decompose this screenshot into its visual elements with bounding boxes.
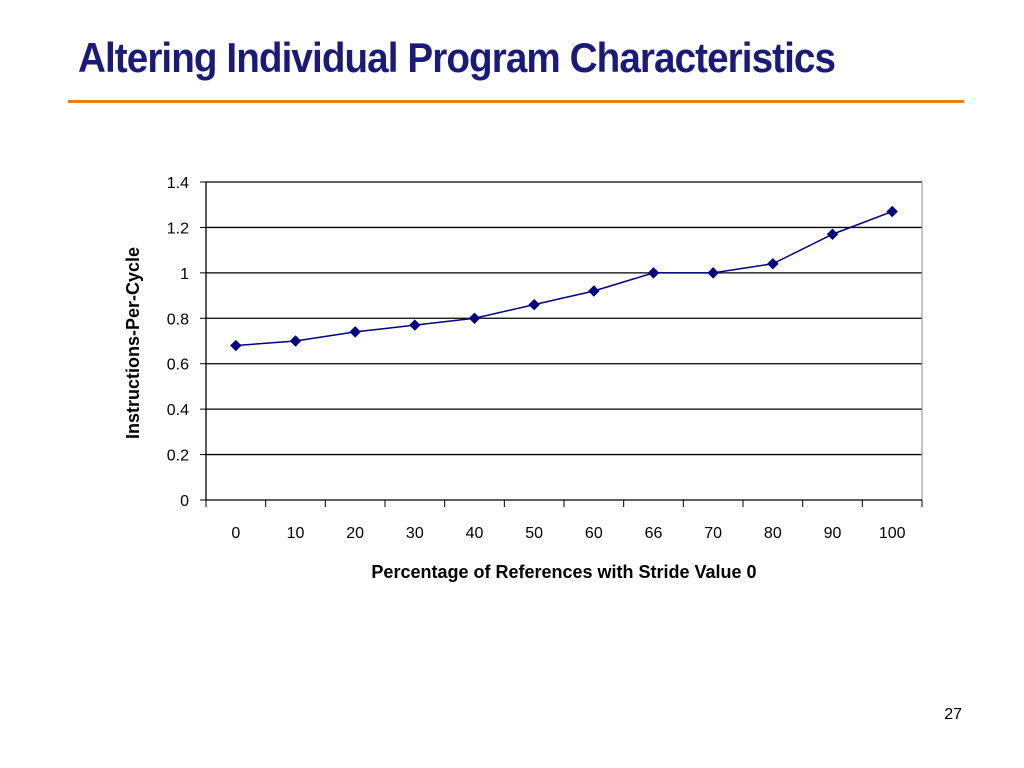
x-tick-label: 50 xyxy=(525,525,543,542)
y-axis-label: Instructions-Per-Cycle xyxy=(123,247,143,439)
y-axis-ticks: 0 0.2 0.4 0.6 0.8 1 1.2 1.4 xyxy=(167,175,206,510)
data-point-marker xyxy=(826,228,839,240)
y-tick-label: 1.4 xyxy=(167,175,189,192)
data-point-marker xyxy=(707,267,719,279)
data-point-marker xyxy=(349,326,361,338)
slide-title: Altering Individual Program Characterist… xyxy=(78,34,836,81)
x-tick-label: 100 xyxy=(879,525,906,542)
y-tick-label: 0.4 xyxy=(167,402,189,419)
y-tick-label: 0.6 xyxy=(167,357,189,374)
x-axis-ticks: 0 10 20 30 40 50 60 66 70 80 90 100 xyxy=(205,500,923,542)
x-tick-label: 60 xyxy=(585,525,603,542)
data-point-marker xyxy=(409,319,421,331)
data-point-marker xyxy=(289,335,302,347)
x-tick-label: 10 xyxy=(287,525,305,542)
data-point-marker xyxy=(647,267,660,279)
x-tick-label: 30 xyxy=(406,525,424,542)
page-number: 27 xyxy=(944,706,962,723)
x-axis-label: Percentage of References with Stride Val… xyxy=(371,562,756,582)
data-point-marker xyxy=(468,312,481,324)
y-tick-label: 1.2 xyxy=(167,220,189,237)
x-tick-label: 0 xyxy=(231,525,240,542)
data-point-marker xyxy=(588,285,600,297)
y-tick-label: 0.8 xyxy=(167,311,189,328)
y-tick-label: 1 xyxy=(180,266,189,283)
series-line xyxy=(235,210,893,347)
data-point-marker xyxy=(528,298,540,311)
data-point-marker xyxy=(767,258,779,270)
data-point-marker xyxy=(230,339,242,352)
x-tick-label: 80 xyxy=(764,525,782,542)
series-layer xyxy=(230,205,898,352)
x-tick-label: 40 xyxy=(466,525,484,542)
gridlines xyxy=(206,181,922,456)
y-tick-label: 0.2 xyxy=(167,448,189,465)
title-underline xyxy=(68,100,964,103)
x-tick-label: 66 xyxy=(645,525,663,542)
axes xyxy=(205,182,923,501)
y-tick-label: 0 xyxy=(180,493,189,510)
x-tick-label: 90 xyxy=(824,525,842,542)
x-tick-label: 20 xyxy=(346,525,364,542)
data-point-marker xyxy=(886,205,898,218)
x-tick-label: 70 xyxy=(704,525,722,542)
